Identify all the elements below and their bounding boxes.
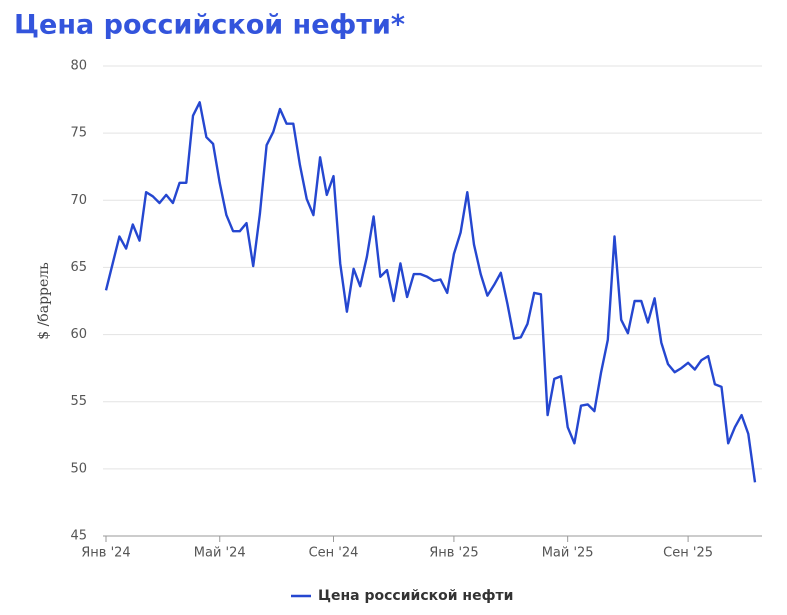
y-tick-label: 55 [70,394,87,409]
x-tick-label: Сен '24 [309,546,359,561]
y-tick-label: 80 [70,59,87,74]
y-tick-label: 65 [70,260,87,275]
x-tick-label: Май '24 [194,546,246,561]
x-tick-label: Янв '25 [429,546,478,561]
chart-title: Цена российской нефти* [14,10,405,41]
line-series [104,101,757,483]
x-tick-label: Май '25 [542,546,594,561]
y-axis-label: $ /баррель [36,262,52,340]
y-tick-label: 45 [70,529,87,544]
x-tick-label: Янв '24 [81,546,130,561]
y-tick-label: 60 [70,327,87,342]
y-tick-label: 75 [70,126,87,141]
y-tick-label: 70 [70,193,87,208]
y-tick-label: 50 [70,461,87,476]
x-tick-label: Сен '25 [663,546,713,561]
legend-label: Цена российской нефти [318,588,513,604]
